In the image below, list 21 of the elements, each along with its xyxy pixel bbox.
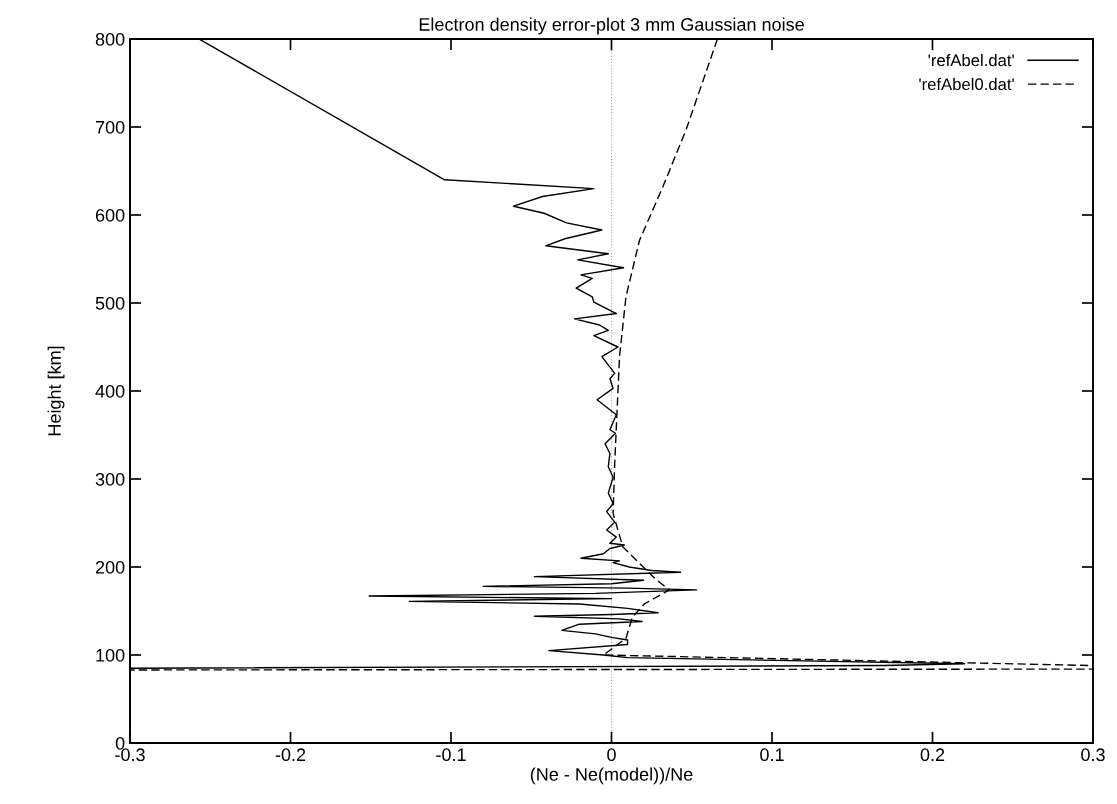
y-tick-label: 600 [95,208,125,222]
y-tick-label: 200 [95,560,125,574]
chart-title: Electron density error-plot 3 mm Gaussian noise [419,17,804,35]
y-tick-label: 0 [115,736,125,750]
y-tick-label: 800 [95,32,125,46]
y-tick-label: 100 [96,648,125,662]
x-axis-title: (Ne - Ne(model))/Ne [530,767,693,785]
legend-label: 'refAbel0.dat' [919,77,1014,91]
x-tick-label: 0.2 [920,748,945,762]
y-tick-label: 300 [95,472,125,486]
x-tick-label: 0.1 [760,748,784,762]
y-tick-label: 500 [95,296,125,310]
x-tick-label: -0.2 [275,748,306,762]
legend-label: 'refAbel.dat' [928,54,1014,67]
x-tick-label: 0.3 [1081,748,1105,762]
y-tick-label: 400 [95,384,125,398]
x-tick-label: 0 [607,748,616,762]
x-tick-label: -0.1 [436,748,466,762]
x-tick-label: -0.3 [115,748,145,762]
y-tick-label: 700 [95,120,125,134]
y-axis-title: Height [km] [47,346,65,436]
